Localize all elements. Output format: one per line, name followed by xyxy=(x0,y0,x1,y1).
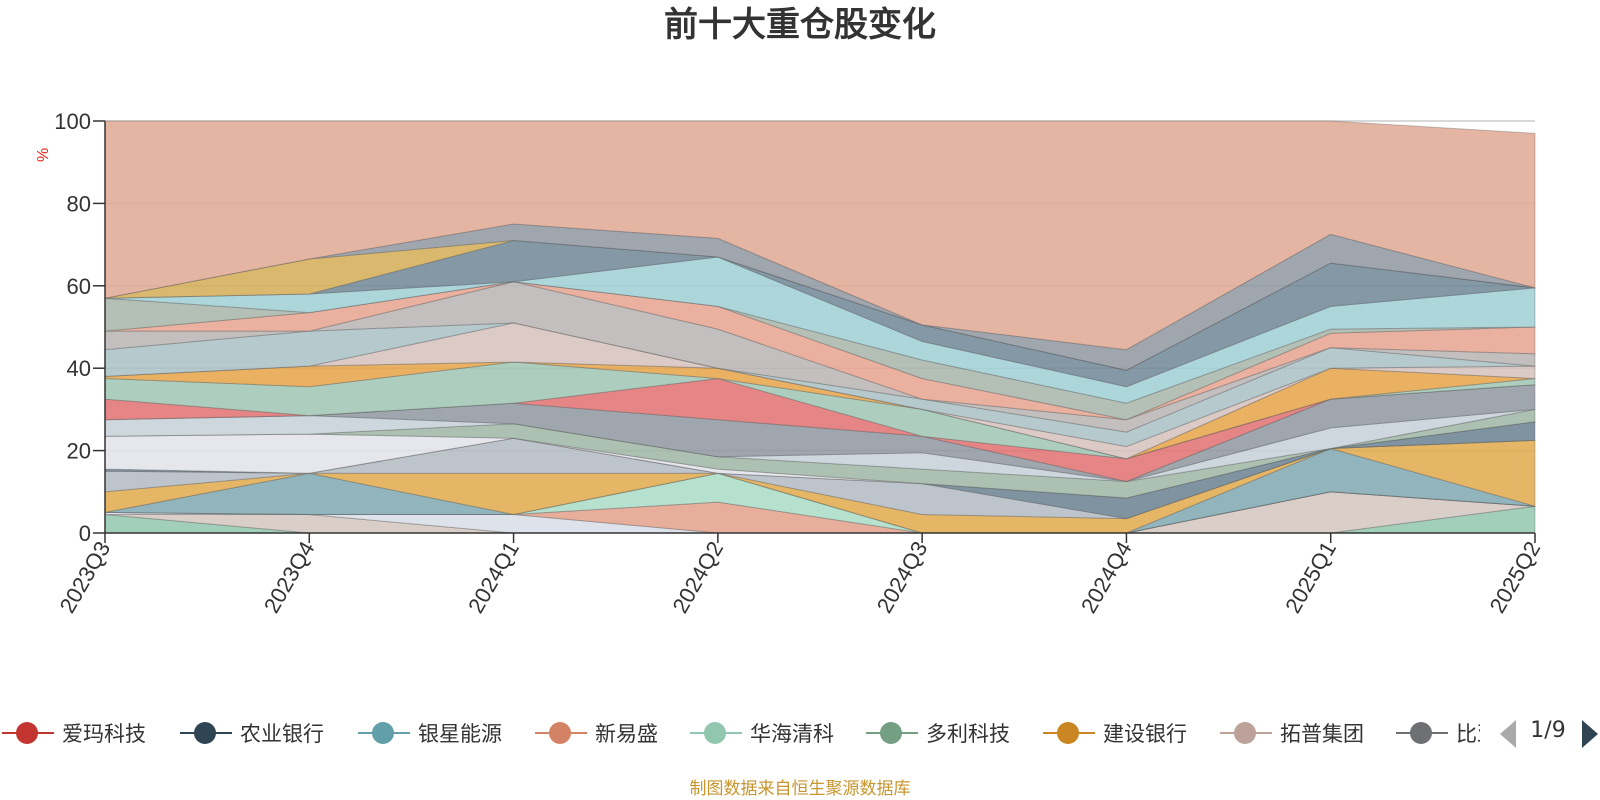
legend-marker-icon xyxy=(0,712,56,754)
area-band xyxy=(104,361,1536,460)
area-series-layer xyxy=(104,120,1536,534)
legend-label: 新易盛 xyxy=(595,722,658,746)
x-tick-label: 2024Q4 xyxy=(1076,537,1137,617)
legend-page-indicator: 1/9 xyxy=(1530,718,1566,743)
legend-item[interactable]: 拓普集团 xyxy=(1218,712,1364,754)
legend-item[interactable]: 多利科技 xyxy=(864,712,1010,754)
y-tick-label: 40 xyxy=(67,356,91,381)
legend-item[interactable]: 农业银行 xyxy=(178,712,324,754)
legend-item[interactable]: 爱玛科技 xyxy=(0,712,146,754)
legend: 爱玛科技 农业银行 银星能源 新易盛 华海清科 多利科技 建设银行 拓普集团 比亚迪 xyxy=(0,712,1480,754)
area-band xyxy=(104,120,1536,351)
legend-label: 农业银行 xyxy=(240,722,324,746)
y-tick-label: 60 xyxy=(67,274,91,299)
legend-prev-page-icon[interactable] xyxy=(1500,720,1516,748)
legend-marker-icon xyxy=(356,712,412,754)
chart-title: 前十大重仓股变化 xyxy=(664,5,936,45)
legend-item[interactable]: 华海清科 xyxy=(688,712,834,754)
legend-label: 比亚迪 xyxy=(1456,722,1480,746)
source-note: 制图数据来自恒生聚源数据库 xyxy=(689,779,911,799)
x-tick-label: 2024Q3 xyxy=(872,537,933,617)
legend-item[interactable]: 新易盛 xyxy=(533,712,658,754)
x-tick-label: 2023Q4 xyxy=(259,537,320,617)
legend-label: 多利科技 xyxy=(926,722,1010,746)
x-tick-label: 2024Q2 xyxy=(667,537,728,617)
y-tick-label: 0 xyxy=(79,521,91,546)
legend-marker-icon xyxy=(533,712,589,754)
legend-item[interactable]: 建设银行 xyxy=(1041,712,1187,754)
y-tick-label: 20 xyxy=(67,439,91,464)
x-tick-label: 2024Q1 xyxy=(463,537,524,617)
y-tick-label: 80 xyxy=(67,191,91,216)
legend-label: 拓普集团 xyxy=(1280,722,1364,746)
legend-marker-icon xyxy=(864,712,920,754)
legend-label: 华海清科 xyxy=(750,722,834,746)
legend-marker-icon xyxy=(1041,712,1097,754)
x-tick-label: 2025Q1 xyxy=(1280,537,1341,617)
legend-label: 建设银行 xyxy=(1103,722,1187,746)
y-tick-label: 100 xyxy=(54,109,91,134)
legend-label: 爱玛科技 xyxy=(62,722,146,746)
y-axis-unit-label: % xyxy=(35,148,52,162)
legend-item[interactable]: 比亚迪 xyxy=(1394,712,1480,754)
legend-marker-icon xyxy=(1394,712,1450,754)
x-tick-label: 2025Q2 xyxy=(1485,537,1546,617)
x-tick-label: 2023Q3 xyxy=(55,537,116,617)
legend-marker-icon xyxy=(178,712,234,754)
legend-marker-icon xyxy=(688,712,744,754)
legend-label: 银星能源 xyxy=(418,722,502,746)
legend-pager: 1/9 xyxy=(1498,716,1600,752)
legend-item[interactable]: 银星能源 xyxy=(356,712,502,754)
legend-next-page-icon[interactable] xyxy=(1582,720,1598,748)
legend-marker-icon xyxy=(1218,712,1274,754)
